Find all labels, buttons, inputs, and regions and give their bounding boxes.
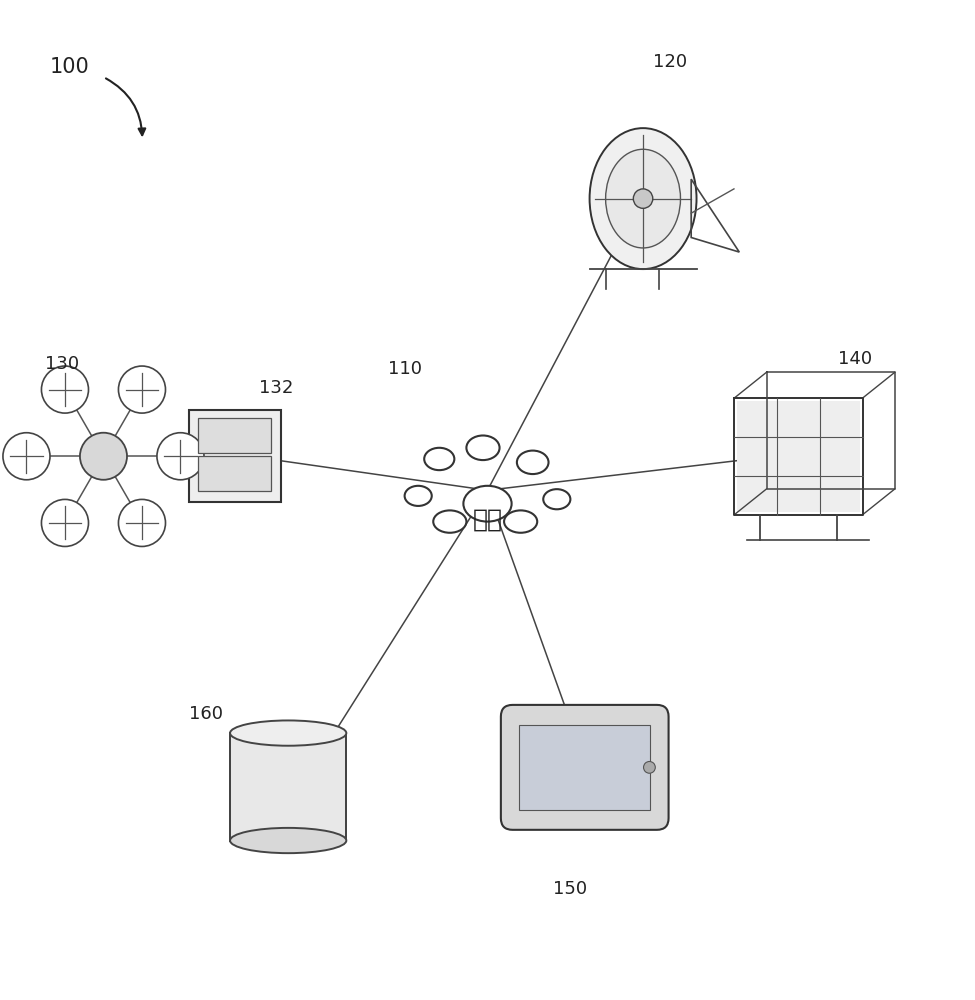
Text: 110: 110 [388,360,422,378]
Circle shape [644,761,655,773]
Ellipse shape [230,720,346,746]
Circle shape [3,433,50,480]
FancyBboxPatch shape [230,733,346,841]
Ellipse shape [543,489,570,509]
Ellipse shape [463,486,512,522]
FancyBboxPatch shape [501,705,669,830]
Text: 130: 130 [45,355,79,373]
FancyBboxPatch shape [188,410,281,502]
Text: 150: 150 [553,880,587,898]
FancyBboxPatch shape [198,418,271,453]
FancyArrowPatch shape [106,78,145,135]
Text: 网络: 网络 [473,507,502,531]
FancyBboxPatch shape [520,725,650,810]
Ellipse shape [605,149,681,248]
Ellipse shape [466,435,499,460]
Text: 160: 160 [188,705,222,723]
Text: 132: 132 [259,379,293,397]
Ellipse shape [424,448,454,470]
Ellipse shape [230,828,346,853]
Text: 100: 100 [50,57,90,77]
Ellipse shape [433,510,466,533]
Text: 120: 120 [653,53,687,71]
Ellipse shape [504,510,537,533]
Circle shape [42,366,89,413]
Ellipse shape [405,486,432,506]
Circle shape [42,499,89,546]
Ellipse shape [590,128,696,269]
Circle shape [118,499,166,546]
FancyBboxPatch shape [198,456,271,491]
Circle shape [118,366,166,413]
Circle shape [157,433,204,480]
Circle shape [80,433,127,480]
Text: 140: 140 [838,350,872,368]
Ellipse shape [517,451,549,474]
Circle shape [634,189,653,208]
FancyBboxPatch shape [737,401,860,512]
